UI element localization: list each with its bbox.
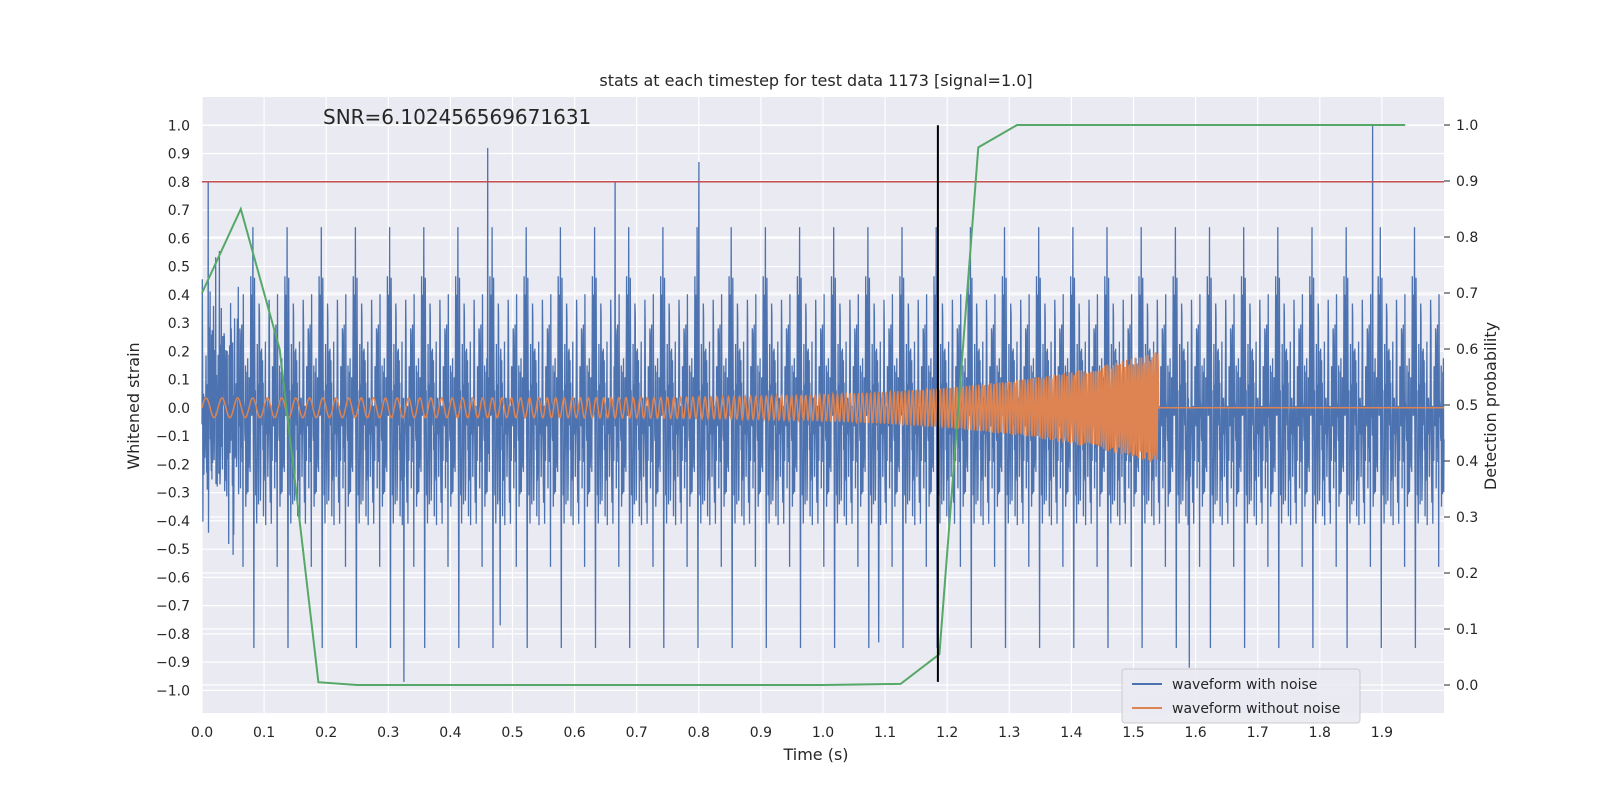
y-tick-label: 0.0 <box>168 401 190 417</box>
y-tick-label: −0.6 <box>156 570 190 586</box>
x-tick-label: 1.7 <box>1247 725 1269 741</box>
x-tick-label: 1.2 <box>936 725 958 741</box>
y-tick-label: 0.8 <box>168 175 190 191</box>
x-tick-label: 0.9 <box>750 725 772 741</box>
y-tick-label: 0.3 <box>168 316 190 332</box>
x-tick-label: 1.9 <box>1371 725 1393 741</box>
y-right-tick-label: 0.3 <box>1456 510 1478 526</box>
y-right-tick-label: 0.9 <box>1456 174 1478 190</box>
snr-annotation: SNR=6.102456569671631 <box>323 105 591 129</box>
y-right-tick-label: 0.4 <box>1456 454 1478 470</box>
x-tick-label: 1.5 <box>1122 725 1144 741</box>
y-tick-label: −1.0 <box>156 683 190 699</box>
x-tick-label: 0.2 <box>315 725 337 741</box>
legend-label-noise: waveform with noise <box>1172 677 1317 693</box>
y-right-tick-label: 0.2 <box>1456 566 1478 582</box>
x-tick-label: 1.3 <box>998 725 1020 741</box>
series-waveform-with-noise <box>201 125 1445 682</box>
x-tick-label: 0.3 <box>377 725 399 741</box>
y-tick-label: 1.0 <box>168 118 190 134</box>
chart-title: stats at each timestep for test data 117… <box>599 71 1032 90</box>
y-tick-labels: −1.0 −0.9 −0.8 −0.7 −0.6 −0.5 −0.4 −0.3 −0.2 −0.1… <box>156 118 190 699</box>
y-tick-label: −0.3 <box>156 486 190 502</box>
y-right-tick-label: 0.5 <box>1456 398 1478 414</box>
series-detection-probability <box>201 124 1406 686</box>
y-tick-label: −0.5 <box>156 542 190 558</box>
y-right-tick-label: 1.0 <box>1456 118 1478 134</box>
x-tick-label: 1.1 <box>874 725 896 741</box>
y-tick-label: −0.7 <box>156 599 190 615</box>
y-right-tick-labels: 0.0 0.1 0.2 0.3 0.4 0.5 0.6 0.7 0.8 0.9 1.0 <box>1444 118 1478 694</box>
y-right-tick-label: 0.7 <box>1456 286 1478 302</box>
y-tick-label: 0.5 <box>168 260 190 276</box>
y-tick-label: 0.4 <box>168 288 190 304</box>
x-tick-label: 0.4 <box>439 725 461 741</box>
x-tick-label: 0.5 <box>501 725 523 741</box>
x-tick-label: 0.0 <box>191 725 213 741</box>
probability-line <box>201 124 1406 686</box>
y-tick-label: 0.1 <box>168 373 190 389</box>
y-tick-label: 0.2 <box>168 344 190 360</box>
y-tick-label: 0.6 <box>168 231 190 247</box>
x-tick-label: 1.6 <box>1184 725 1206 741</box>
y-tick-label: 0.7 <box>168 203 190 219</box>
chirp-line <box>201 352 1444 463</box>
legend-label-no-noise: waveform without noise <box>1172 701 1340 717</box>
x-axis-label: Time (s) <box>782 745 848 764</box>
y-tick-label: 0.9 <box>168 147 190 163</box>
y-tick-label: −0.4 <box>156 514 190 530</box>
x-tick-label: 1.8 <box>1309 725 1331 741</box>
y-right-tick-label: 0.0 <box>1456 678 1478 694</box>
noise-line <box>201 125 1445 682</box>
x-tick-label: 1.0 <box>812 725 834 741</box>
y-right-tick-label: 0.6 <box>1456 342 1478 358</box>
y-right-axis-label: Detection probability <box>1481 322 1500 490</box>
x-tick-label: 0.1 <box>253 725 275 741</box>
x-tick-label: 0.6 <box>563 725 585 741</box>
y-tick-label: −0.9 <box>156 655 190 671</box>
series-waveform-without-noise <box>201 352 1444 463</box>
y-tick-label: −0.1 <box>156 429 190 445</box>
y-right-tick-label: 0.1 <box>1456 622 1478 638</box>
y-tick-label: −0.8 <box>156 627 190 643</box>
x-tick-label: 0.8 <box>688 725 710 741</box>
legend-box <box>1121 668 1361 724</box>
legend: waveform with noise waveform without noi… <box>1121 668 1361 724</box>
y-tick-label: −0.2 <box>156 457 190 473</box>
y-axis-label: Whitened strain <box>124 342 143 469</box>
x-tick-label: 0.7 <box>626 725 648 741</box>
x-tick-label: 1.4 <box>1060 725 1082 741</box>
y-right-tick-label: 0.8 <box>1456 230 1478 246</box>
x-tick-labels: 0.0 0.1 0.2 0.3 0.4 0.5 0.6 0.7 0.8 0.9 1.0 1.1 1.2 1… <box>191 725 1393 741</box>
